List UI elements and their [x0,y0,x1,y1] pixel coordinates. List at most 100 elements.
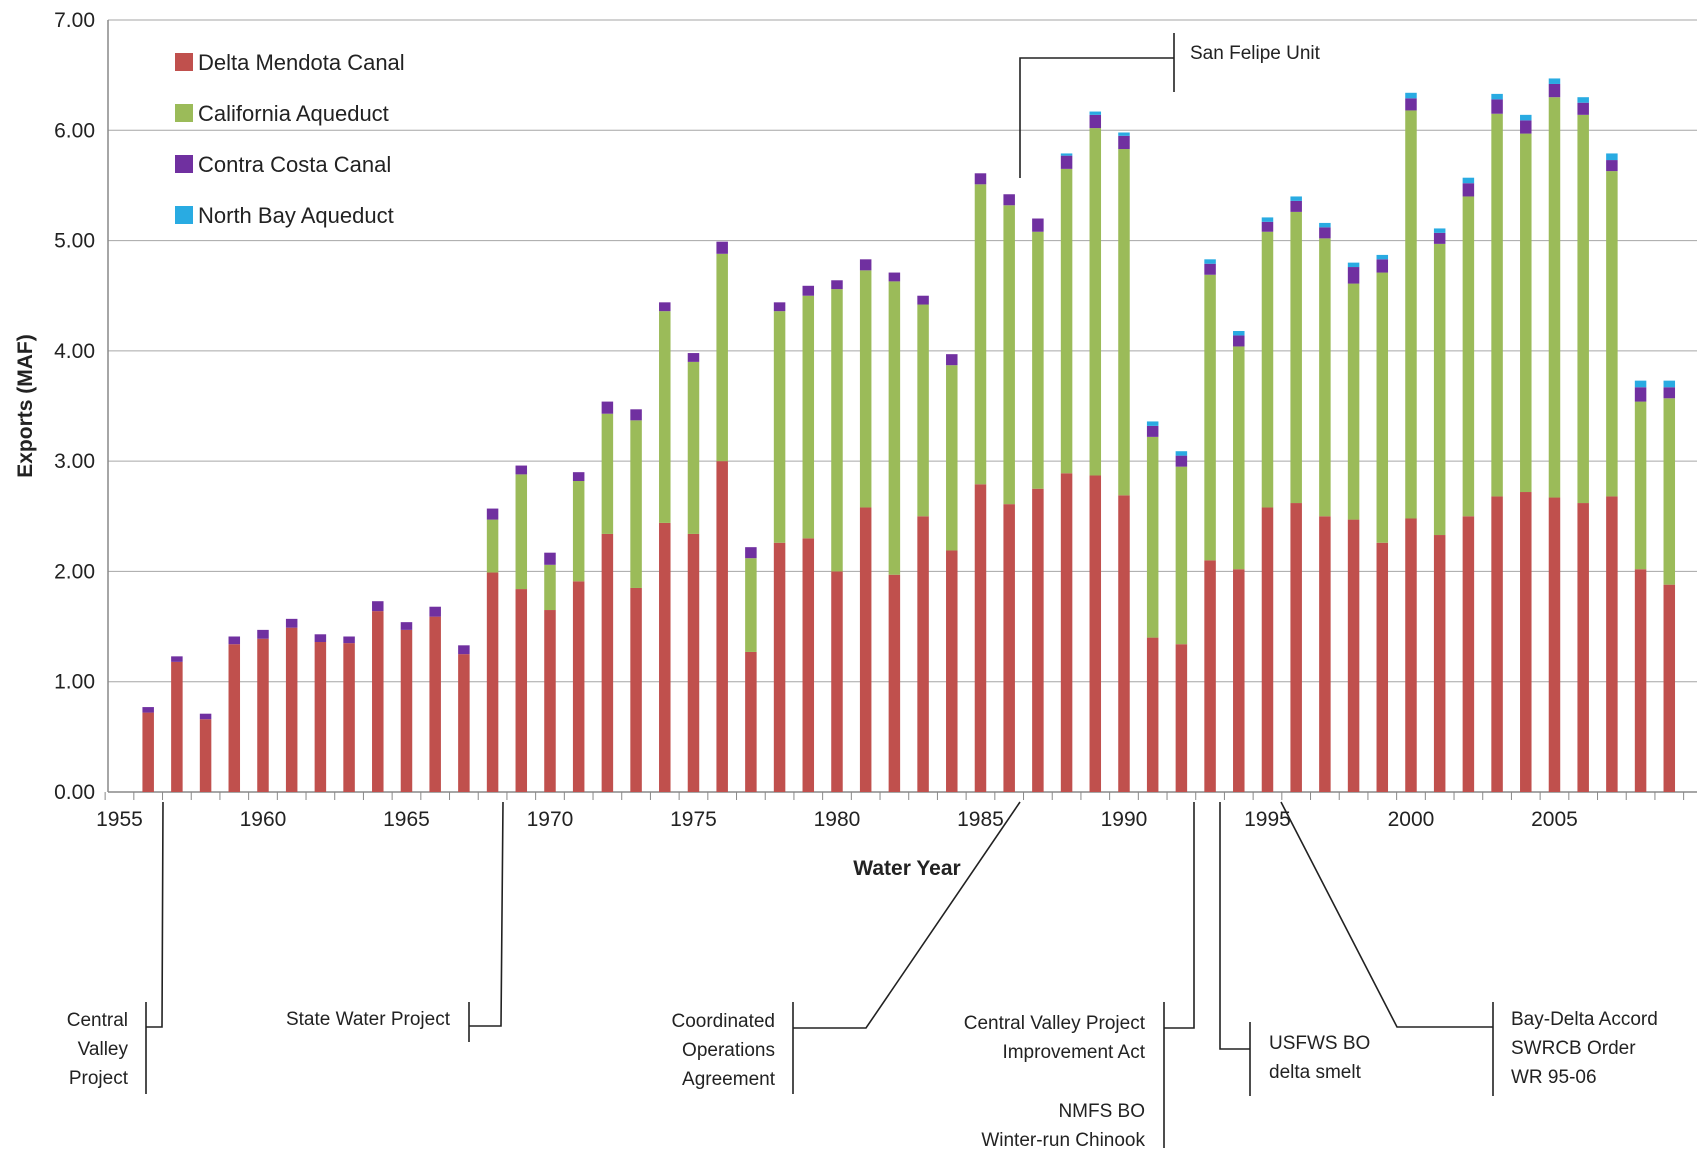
bar-segment [171,661,183,792]
bar-segment [343,636,355,644]
bar-segment [1663,380,1676,388]
bar-segment [1520,133,1532,493]
bar-segment [802,295,815,539]
bar-segment [285,618,298,628]
bar-segment [974,173,987,185]
bar-segment [773,302,786,312]
bar-segment [228,636,241,645]
x-axis-title: Water Year [853,857,960,880]
bar-segment [1146,421,1159,426]
bar-segment [831,289,843,572]
bar-segment [917,516,929,792]
bar-segment [1548,97,1561,498]
bar-segment [1491,93,1503,100]
annotation-text: Project [69,1068,129,1089]
bar-segment [1606,160,1618,172]
bar-segment [1060,155,1073,169]
bar-segment [1290,196,1302,201]
bars [142,78,1676,792]
bar-segment [1577,114,1589,504]
bar-segment [859,507,872,792]
bar-segment [1233,569,1245,792]
bar-segment [1606,496,1618,792]
bar-segment [1032,488,1044,792]
legend-swatch [175,206,193,224]
bar-segment [1060,153,1073,156]
bar-segment [1060,473,1073,792]
bar-segment [1146,637,1159,792]
bar-segment [199,713,212,720]
bar-segment [1146,436,1159,638]
bar-segment [888,574,901,792]
bar-segment [601,533,614,792]
annotation-text: Operations [682,1040,775,1061]
bar-segment [888,272,901,282]
bar-segment [974,184,987,485]
bar-segment [1491,99,1503,114]
bar-segment [486,508,499,520]
bar-segment [831,571,843,792]
legend-label: California Aqueduct [198,101,389,126]
bar-segment [1491,496,1503,792]
bar-segment [1089,111,1102,115]
bar-segment [544,564,556,611]
bar-segment [745,547,757,559]
bar-segment [1118,495,1130,792]
bar-segment [544,610,556,792]
bar-segment [601,401,614,414]
bar-segment [1577,97,1589,103]
y-tick-label: 1.00 [54,671,95,694]
bar-segment [1261,221,1274,232]
x-tick-label: 1965 [383,808,430,831]
bar-segment [257,638,269,792]
bar-segment [1060,168,1073,474]
bar-segment [429,606,441,617]
bar-segment [1376,542,1389,792]
y-axis-title: Exports (MAF) [14,334,37,478]
annotation-text: WR 95-06 [1511,1067,1597,1088]
bar-segment [745,651,757,792]
annotation-text: NMFS BO [1058,1101,1145,1122]
bar-segment [1663,387,1676,399]
bar-segment [630,409,642,421]
bar-segment [1175,451,1188,456]
bar-segment [1462,196,1475,517]
bar-segment [372,601,384,612]
bar-segment [142,707,154,713]
bar-segment [1118,135,1130,150]
bar-segment [1663,398,1676,585]
bar-segment [1118,149,1130,496]
bar-segment [1261,217,1274,222]
bar-segment [1433,243,1446,536]
bar-segment [486,519,499,573]
bar-segment [429,616,441,792]
bar-segment [1175,644,1188,792]
y-tick-label: 0.00 [54,781,95,804]
bar-segment [1548,83,1561,98]
bar-segment [1089,128,1102,476]
annotation-leader [1219,802,1250,1050]
bar-segment [1003,194,1015,206]
annotations: Central Valley Project State Water Project C… [67,33,1658,1151]
bar-segment [314,642,327,792]
bar-segment [1347,262,1360,268]
bar-segment [1663,584,1676,792]
annotation-text: San Felipe Unit [1190,43,1321,64]
bar-segment [1290,200,1302,212]
bar-segment [285,627,298,792]
bar-segment [716,241,728,254]
bar-segment [1634,380,1647,388]
bar-segment [171,656,183,662]
bar-segment [1233,346,1245,570]
x-tick-label: 1985 [957,808,1004,831]
bar-segment [1204,274,1216,561]
bar-segment [1146,425,1159,437]
bar-segment [1032,218,1044,232]
annotation-leader [793,801,1021,1029]
bar-segment [1319,227,1331,239]
annotation-leader [146,801,164,1028]
bar-segment [1433,228,1446,233]
bar-segment [917,295,929,305]
bar-segment [1347,267,1360,284]
